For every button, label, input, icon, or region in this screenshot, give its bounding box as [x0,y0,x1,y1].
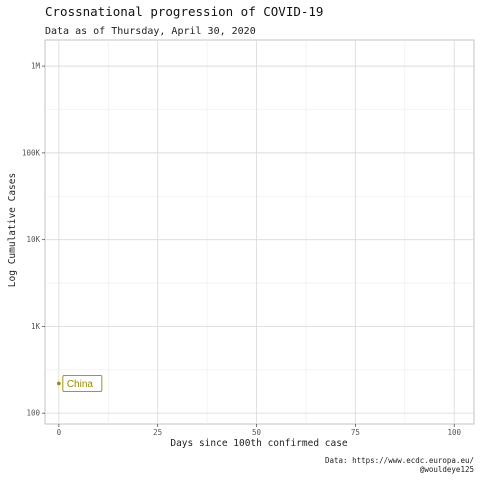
y-tick-label: 1M [31,62,41,71]
caption-handle: @wouldeye125 [420,465,474,474]
x-tick-label: 0 [57,428,62,437]
y-tick-label: 10K [26,235,40,244]
data-points: China [57,375,103,392]
y-axis-ticks: 100 1K 10K 100K 1M [22,62,45,418]
point-label: China [67,379,94,390]
point-label-box [62,375,103,392]
plot-panel [44,39,475,425]
x-axis-title: Days since 100th confirmed case [170,438,348,449]
caption-source: Data: https://www.ecdc.europa.eu/ [325,456,474,465]
x-tick-label: 25 [153,428,162,437]
x-tick-label: 75 [351,428,360,437]
y-tick-label: 100 [26,409,40,418]
x-tick-label: 100 [447,428,461,437]
grid-minor [45,40,474,424]
y-tick-label: 1K [31,322,41,331]
x-axis-ticks: 0 25 50 75 100 [57,424,461,437]
y-tick-label: 100K [22,148,41,157]
grid-major [45,40,474,424]
data-point [57,381,61,386]
x-tick-label: 50 [252,428,262,437]
y-axis-title: Log Cumulative Cases [7,173,18,287]
chart-subtitle: Data as of Thursday, April 30, 2020 [45,26,256,37]
chart-title: Crossnational progression of COVID-19 [45,4,323,19]
